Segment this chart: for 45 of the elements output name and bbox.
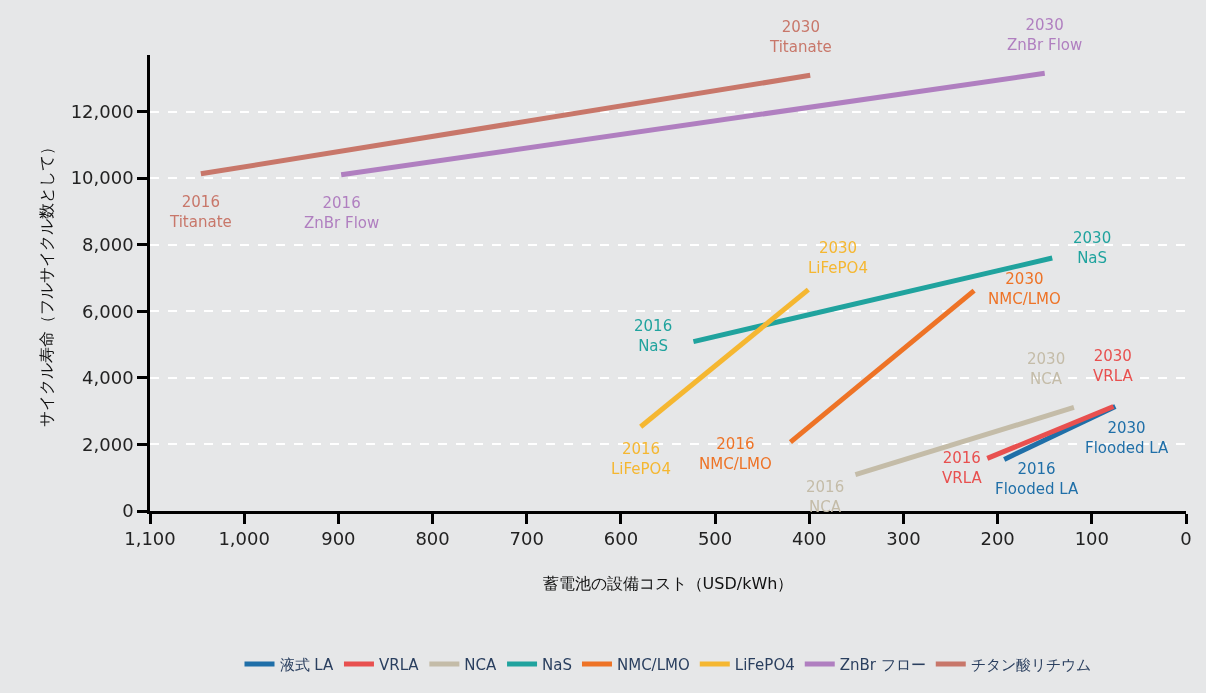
legend-label: NMC/LMO xyxy=(616,655,690,674)
legend-label: チタン酸リチウム xyxy=(970,655,1091,674)
y-axis-title: サイクル寿命（フルサイクル数として） xyxy=(36,139,56,427)
x-tick-label: 400 xyxy=(792,528,827,550)
legend-label: 液式 LA xyxy=(279,655,334,674)
annotation: 2016 LiFePO4 xyxy=(611,440,671,478)
x-tick-label: 1,000 xyxy=(218,528,270,550)
x-axis-title: 蓄電池の設備コスト（USD/kWh） xyxy=(542,574,794,594)
annotation: 2016 Titanate xyxy=(169,193,232,231)
legend-label: LiFePO4 xyxy=(734,655,795,674)
annotation: 2030 NaS xyxy=(1073,229,1112,267)
legend-label: VRLA xyxy=(378,655,420,674)
x-tick-label: 500 xyxy=(697,528,733,550)
annotation: 2030 NCA xyxy=(1027,350,1066,388)
y-tick-label: 12,000 xyxy=(70,100,134,122)
x-tick-label: 200 xyxy=(980,528,1015,550)
x-tick-label: 700 xyxy=(509,528,544,550)
annotation: 2030 Flooded LA xyxy=(1085,419,1169,457)
x-tick-label: 300 xyxy=(886,528,921,550)
x-tick-label: 900 xyxy=(321,528,356,550)
annotation: 2016 NaS xyxy=(634,317,673,355)
x-tick-label: 600 xyxy=(603,528,639,550)
y-tick-label: 2,000 xyxy=(82,433,134,455)
y-tick-label: 10,000 xyxy=(70,167,134,189)
y-tick-label: 0 xyxy=(122,500,134,522)
y-tick-label: 4,000 xyxy=(82,367,134,389)
annotation: 2030 NMC/LMO xyxy=(988,270,1061,308)
legend-label: ZnBr フロー xyxy=(839,655,926,674)
x-tick-label: 1,100 xyxy=(124,528,176,550)
y-tick-label: 8,000 xyxy=(82,234,134,256)
annotation: 2016 Flooded LA xyxy=(995,460,1079,498)
annotation: 2016 ZnBr Flow xyxy=(304,194,380,232)
annotation: 2016 NMC/LMO xyxy=(699,435,772,473)
annotation: 2030 ZnBr Flow xyxy=(1007,16,1083,54)
annotation: 2016 NCA xyxy=(806,478,845,516)
annotation: 2030 LiFePO4 xyxy=(808,239,868,277)
annotation: 2030 Titanate xyxy=(769,18,832,56)
x-tick-label: 0 xyxy=(1180,528,1192,550)
y-tick-label: 6,000 xyxy=(82,300,134,322)
annotation: 2030 VRLA xyxy=(1093,347,1134,385)
legend-label: NCA xyxy=(464,655,498,674)
annotation: 2016 VRLA xyxy=(942,449,983,487)
x-tick-label: 100 xyxy=(1074,528,1109,550)
legend-label: NaS xyxy=(542,655,572,674)
x-tick-label: 800 xyxy=(415,528,450,550)
